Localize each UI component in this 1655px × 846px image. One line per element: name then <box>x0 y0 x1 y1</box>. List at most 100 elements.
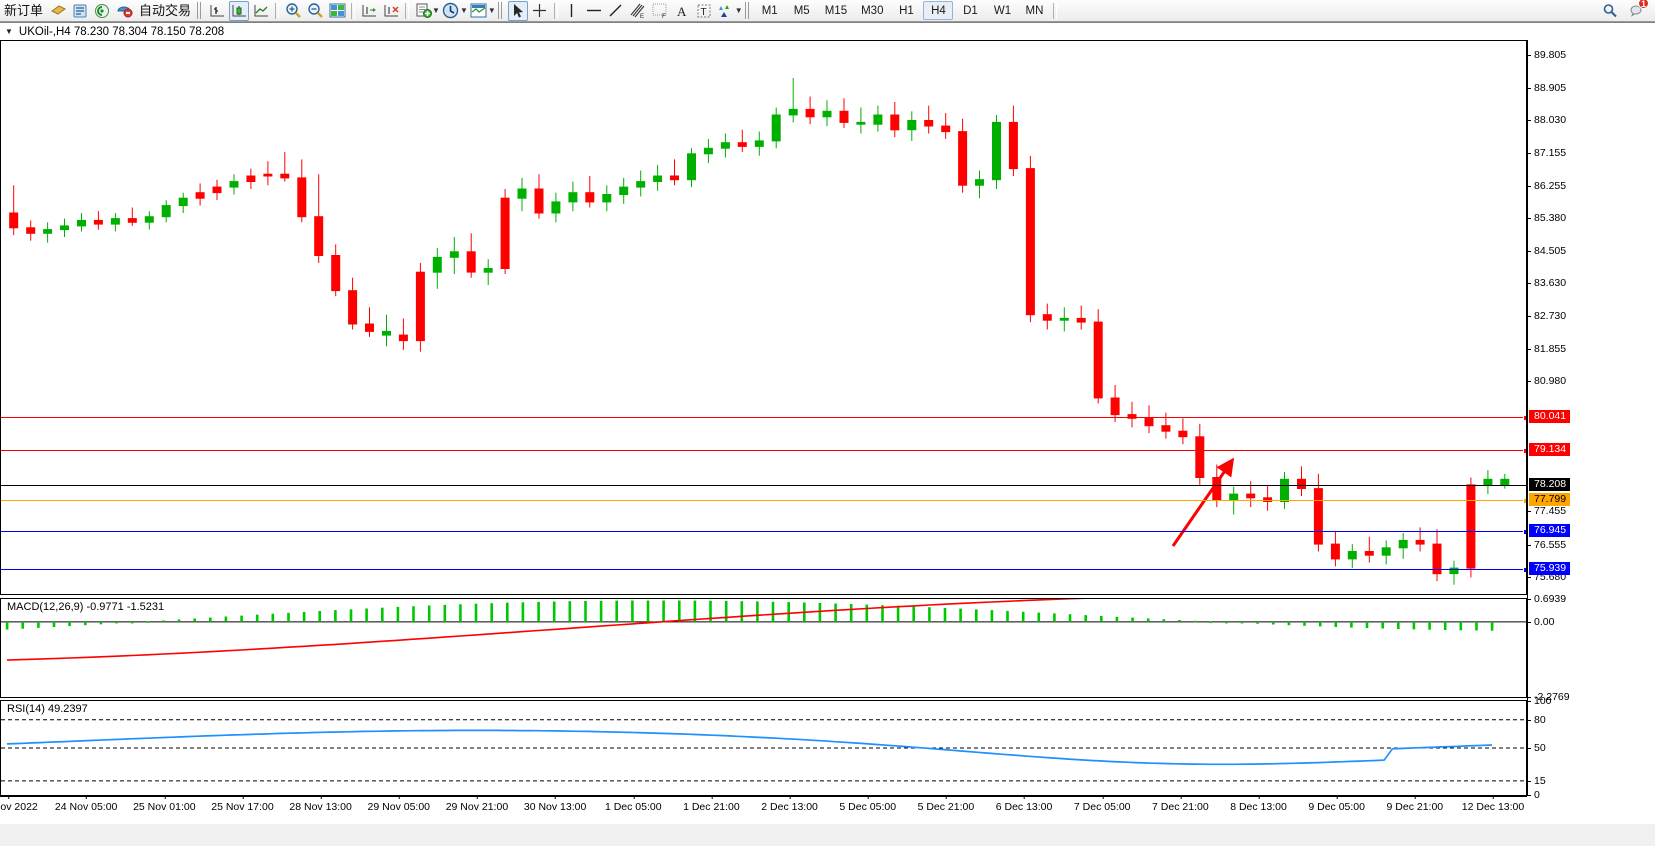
vertical-line-icon[interactable] <box>562 1 582 21</box>
time-axis-tick: 6 Dec 13:00 <box>995 796 1053 813</box>
resistance-level-2[interactable] <box>1 448 1526 455</box>
bullish-arrow-annotation[interactable] <box>1 41 1526 594</box>
main-toolbar: 新订单 自动交易 ▼ ▼ <box>0 0 1655 22</box>
price-axis-tick: 85.380 <box>1528 212 1566 224</box>
symbol-info-bar: ▼ UKOil-,H4 78.230 78.304 78.150 78.208 <box>0 23 1655 40</box>
timeframe-m5[interactable]: M5 <box>793 4 810 17</box>
price-axis-tick: 80.980 <box>1528 375 1566 387</box>
toolbar-separator <box>405 2 410 19</box>
indicators-dropdown-icon[interactable]: ▼ <box>432 6 440 15</box>
navigator-icon[interactable] <box>381 1 401 21</box>
time-axis-tick: 28 Nov 13:00 <box>289 796 352 813</box>
support-level-1-tag[interactable]: 76.945 <box>1529 524 1571 538</box>
bar-chart-icon[interactable] <box>207 1 227 21</box>
tile-windows-icon[interactable] <box>327 1 347 21</box>
trendline-icon[interactable] <box>606 1 626 21</box>
timeframe-m30[interactable]: M30 <box>861 4 884 17</box>
toolbar-separator <box>553 2 558 19</box>
rsi-label: RSI(14) 49.2397 <box>5 703 90 715</box>
data-window-icon[interactable] <box>359 1 379 21</box>
toolbar-grip[interactable] <box>197 2 203 19</box>
time-axis-tick: 25 Nov 01:00 <box>133 796 196 813</box>
templates-dropdown-icon[interactable]: ▼ <box>487 6 496 15</box>
price-axis-tick: 84.505 <box>1528 245 1566 257</box>
text-label-icon[interactable]: T <box>694 1 714 21</box>
timeframe-mn[interactable]: MN <box>1025 4 1044 17</box>
periods-dropdown-icon[interactable]: ▼ <box>459 6 468 15</box>
zoom-in-icon[interactable] <box>283 1 303 21</box>
time-axis-tick: 29 Nov 05:00 <box>367 796 431 813</box>
svg-text:E: E <box>640 14 644 19</box>
text-icon[interactable]: A <box>672 1 692 21</box>
new-order-button[interactable]: 新订单 <box>4 2 44 18</box>
resistance-level-2-tag[interactable]: 79.134 <box>1529 443 1571 457</box>
rsi-axis-tick: 100 <box>1528 695 1552 707</box>
timeframe-h4[interactable]: H4 <box>923 1 954 20</box>
toolbar-grip[interactable] <box>497 2 503 19</box>
resistance-level-1[interactable] <box>1 414 1526 421</box>
svg-text:F: F <box>662 14 666 19</box>
macd-axis-tick: 0.00 <box>1528 616 1554 628</box>
toolbar-separator <box>275 2 280 19</box>
timeframe-d1[interactable]: D1 <box>963 4 978 17</box>
indicators-icon[interactable] <box>413 1 433 21</box>
timeframe-m1[interactable]: M1 <box>761 4 778 17</box>
timeframe-w1[interactable]: W1 <box>993 4 1012 17</box>
line-chart-icon[interactable] <box>251 1 271 21</box>
autotrading-button[interactable]: 自动交易 <box>139 2 192 18</box>
toolbar-grip[interactable] <box>744 2 750 19</box>
autotrading-icon[interactable] <box>114 1 134 21</box>
resistance-level-1-tag[interactable]: 80.041 <box>1529 409 1571 423</box>
support-level-2-tag[interactable]: 75.939 <box>1529 561 1571 575</box>
macd-axis-tick: 0.6939 <box>1528 593 1566 605</box>
symbol-ohlc-label: UKOil-,H4 78.230 78.304 78.150 78.208 <box>18 25 225 38</box>
time-axis-tick: 1 Dec 05:00 <box>604 796 662 813</box>
support-level-2[interactable] <box>1 566 1526 573</box>
price-axis-tick: 76.555 <box>1528 539 1566 551</box>
chart-menu-caret-icon[interactable]: ▼ <box>5 27 13 36</box>
rsi-axis-tick: 50 <box>1528 742 1546 754</box>
price-axis[interactable]: 89.805 88.905 88.030 87.155 86.255 85.380 84.5… <box>1527 40 1655 801</box>
time-axis-tick: 30 Nov 13:00 <box>523 796 587 813</box>
cursor-icon[interactable] <box>507 0 528 21</box>
macd-series <box>1 599 1526 661</box>
pivot-level-tag[interactable]: 77.799 <box>1529 492 1571 506</box>
support-level-1[interactable] <box>1 529 1526 536</box>
templates-icon[interactable] <box>469 1 489 21</box>
price-axis-tick: 77.455 <box>1528 505 1566 517</box>
timeframe-h1[interactable]: H1 <box>899 4 914 17</box>
search-icon[interactable] <box>1600 1 1620 21</box>
time-axis-tick: 9 Dec 21:00 <box>1386 796 1444 813</box>
macd-label: MACD(12,26,9) -0.9771 -1.5231 <box>5 601 167 613</box>
zoom-out-icon[interactable] <box>305 1 325 21</box>
rsi-pane[interactable]: RSI(14) 49.2397 <box>0 700 1527 796</box>
equidistant-channel-icon[interactable]: E <box>628 1 648 21</box>
fibonacci-icon[interactable]: F <box>650 1 670 21</box>
time-axis-tick: 24 Nov 05:00 <box>54 796 118 813</box>
time-axis-tick: 5 Dec 05:00 <box>839 796 897 813</box>
current-price-level[interactable] <box>1 484 1526 486</box>
price-axis-tick: 86.255 <box>1528 180 1566 192</box>
market-icon[interactable] <box>70 1 90 21</box>
candlestick-series <box>9 78 1510 585</box>
signals-icon[interactable] <box>48 1 68 21</box>
status-strip <box>0 824 1655 846</box>
time-axis-tick: 12 Dec 13:00 <box>1461 796 1525 813</box>
objects-icon[interactable] <box>716 1 736 21</box>
objects-dropdown-icon[interactable]: ▼ <box>734 6 743 15</box>
periods-icon[interactable] <box>441 1 461 21</box>
time-axis-tick: 7 Dec 05:00 <box>1073 796 1131 813</box>
macd-pane[interactable]: MACD(12,26,9) -0.9771 -1.5231 <box>0 598 1527 698</box>
time-axis[interactable]: 23 Nov 2022 24 Nov 05:00 25 Nov 01:00 25 No… <box>0 796 1527 824</box>
time-axis-tick: 25 Nov 17:00 <box>211 796 274 813</box>
price-pane[interactable] <box>0 40 1527 595</box>
horizontal-line-icon[interactable] <box>584 1 604 21</box>
notifications-icon[interactable]: 1 <box>1627 0 1649 21</box>
pivot-level[interactable] <box>1 497 1526 504</box>
candlestick-chart-icon[interactable] <box>229 0 250 21</box>
crosshair-icon[interactable] <box>530 1 550 21</box>
current-price-level-tag[interactable]: 78.208 <box>1529 477 1571 491</box>
vps-icon[interactable] <box>92 1 112 21</box>
notification-badge: 1 <box>1638 0 1649 9</box>
timeframe-m15[interactable]: M15 <box>824 4 848 17</box>
